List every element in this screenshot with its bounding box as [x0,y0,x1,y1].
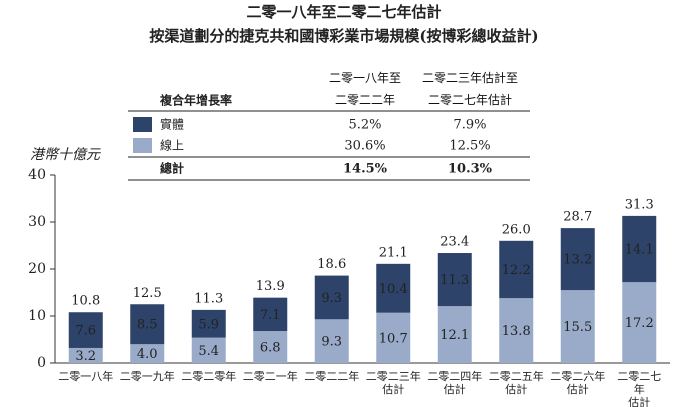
total-label: 31.3 [625,197,654,212]
value-label: 10.4 [379,282,408,297]
bar-segment [622,215,657,283]
table-column-header: 二零一八年至 二零二二年 [328,71,402,107]
bar-segment [130,344,165,363]
bar-segment [68,312,103,348]
table-cell: 30.6% [344,139,385,154]
bar-segment [437,306,472,363]
value-label: 17.2 [625,316,654,331]
table-column-header: 二零二三年估計至 二零二七年估計 [421,71,519,107]
value-label: 6.8 [260,341,281,356]
value-label: 15.5 [563,320,592,335]
total-label: 11.3 [194,291,223,306]
x-tick-label: 二零二一年 [242,370,298,383]
y-tick-label: 40 [28,167,46,183]
total-label: 13.9 [256,279,285,294]
value-label: 13.2 [563,253,592,268]
table-cell: 5.2% [348,118,381,133]
x-tick-label: 二零二零年 [181,370,237,383]
value-label: 14.1 [625,243,654,258]
table-cell: 10.3% [448,162,493,177]
value-label: 12.1 [440,328,469,343]
value-label: 9.3 [321,335,342,350]
x-tick-label: 二零二二年 [304,370,360,383]
bar-segment [130,304,165,345]
total-label: 21.1 [379,245,408,260]
value-label: 10.7 [379,331,408,346]
bar-segment [314,319,349,363]
bar-segment [191,337,226,363]
value-label: 12.2 [502,263,531,278]
y-axis-label: 港幣十億元 [30,147,101,163]
x-tick-label: 二零二三年 估計 [365,370,421,396]
value-label: 9.3 [321,291,342,306]
total-label: 26.0 [502,222,531,237]
table-cell: 12.5% [449,139,490,154]
total-label: 18.6 [317,257,346,272]
legend-swatch [133,117,152,132]
y-tick-label: 20 [28,261,46,277]
bar-segment [314,275,349,320]
bar-segment [253,331,288,363]
x-tick-label: 二零二四年 估計 [427,370,483,396]
legend-label: 線上 [160,138,184,153]
value-label: 11.3 [440,273,469,288]
value-label: 7.1 [260,308,281,323]
table-cell: 14.5% [343,162,388,177]
value-label: 5.4 [198,344,219,359]
table-cell: 7.9% [453,118,486,133]
x-tick-label: 二零一八年 [58,370,114,383]
value-label: 5.9 [198,317,219,332]
bar-segment [253,297,288,332]
bar-segment [437,253,472,307]
total-label: 12.5 [133,286,162,301]
value-label: 4.0 [137,347,158,362]
bar-segment [376,263,411,313]
bar-segment [376,312,411,363]
bar-segment [560,228,595,291]
bar-segment [68,347,103,363]
bar-segment [191,309,226,338]
y-tick-label: 10 [28,308,46,324]
table-total-label: 總計 [160,161,184,176]
y-tick-label: 30 [28,214,46,230]
x-tick-label: 二零二六年 估計 [550,370,606,396]
bar-segment [499,298,534,363]
bar-segment [499,240,534,299]
value-label: 13.8 [502,324,531,339]
y-tick-label: 0 [37,355,46,371]
legend-label: 實體 [160,117,184,132]
chart-title: 二零一八年至二零二七年估計 [246,3,441,21]
x-tick-label: 二零一九年 [119,370,175,383]
bar-segment [560,290,595,363]
table-title: 複合年增長率 [159,93,232,108]
total-label: 23.4 [440,235,469,250]
chart-subtitle: 按渠道劃分的捷克共和國博彩業市場規模(按博彩總收益計) [149,27,538,45]
total-label: 10.8 [71,294,100,309]
value-label: 8.5 [137,318,158,333]
value-label: 7.6 [75,324,96,339]
legend-swatch [133,138,152,153]
bar-segment [622,282,657,363]
x-tick-label: 二零二七年 估計 [617,370,662,407]
total-label: 28.7 [563,210,592,225]
x-tick-label: 二零二五年 估計 [488,370,544,396]
value-label: 3.2 [75,349,96,364]
